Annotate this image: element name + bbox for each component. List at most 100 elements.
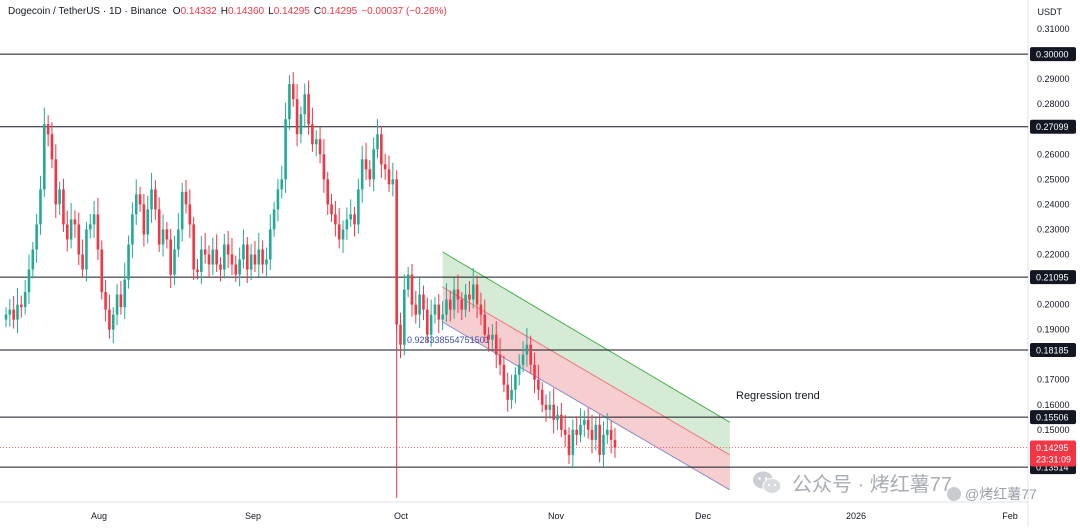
- candle-body[interactable]: [131, 214, 134, 245]
- candle-body[interactable]: [108, 309, 111, 330]
- candle-body[interactable]: [579, 424, 582, 435]
- candle-body[interactable]: [575, 429, 578, 435]
- candle-body[interactable]: [295, 99, 299, 135]
- candle-body[interactable]: [609, 429, 613, 440]
- candle-body[interactable]: [368, 169, 372, 180]
- candle-body[interactable]: [460, 299, 464, 310]
- candle-body[interactable]: [537, 379, 540, 390]
- candle-body[interactable]: [203, 249, 207, 255]
- level-label[interactable]: 0.21095: [1036, 273, 1069, 283]
- candle-body[interactable]: [65, 224, 69, 240]
- candle-body[interactable]: [272, 209, 276, 230]
- candle-body[interactable]: [134, 194, 138, 215]
- candle-body[interactable]: [35, 224, 38, 250]
- candle-body[interactable]: [268, 229, 272, 260]
- candle-body[interactable]: [311, 124, 314, 145]
- candle-body[interactable]: [594, 424, 598, 440]
- candle-body[interactable]: [46, 124, 50, 135]
- candle-body[interactable]: [598, 424, 601, 455]
- candle-body[interactable]: [544, 404, 548, 410]
- candle-body[interactable]: [73, 219, 77, 225]
- candle-body[interactable]: [464, 294, 467, 310]
- current-price-badge[interactable]: [1030, 440, 1076, 467]
- candle-body[interactable]: [517, 364, 521, 375]
- candle-body[interactable]: [410, 274, 414, 305]
- candle-body[interactable]: [54, 159, 58, 205]
- candle-body[interactable]: [85, 229, 88, 270]
- candle-body[interactable]: [380, 134, 383, 165]
- candle-body[interactable]: [441, 314, 444, 320]
- candle-body[interactable]: [452, 289, 456, 310]
- candle-body[interactable]: [556, 414, 559, 420]
- candle-body[interactable]: [341, 229, 345, 240]
- candle-body[interactable]: [284, 119, 287, 180]
- candle-body[interactable]: [230, 254, 234, 265]
- currency-label[interactable]: USDT: [1037, 7, 1063, 17]
- candle-body[interactable]: [303, 94, 307, 115]
- candle-body[interactable]: [479, 304, 483, 315]
- candle-body[interactable]: [399, 324, 402, 345]
- candle-body[interactable]: [525, 344, 529, 355]
- candle-body[interactable]: [433, 304, 437, 315]
- candle-body[interactable]: [207, 254, 211, 265]
- candle-body[interactable]: [249, 254, 253, 270]
- candle-body[interactable]: [39, 189, 42, 225]
- candle-body[interactable]: [81, 254, 84, 270]
- candle-body[interactable]: [100, 249, 104, 293]
- candle-body[interactable]: [448, 299, 452, 310]
- candle-body[interactable]: [540, 389, 544, 405]
- candle-body[interactable]: [173, 249, 176, 275]
- candle-body[interactable]: [165, 229, 169, 240]
- candle-body[interactable]: [188, 204, 192, 225]
- candle-body[interactable]: [88, 224, 92, 230]
- candle-body[interactable]: [31, 249, 35, 270]
- candle-body[interactable]: [491, 334, 494, 340]
- candle-body[interactable]: [357, 189, 360, 225]
- candle-body[interactable]: [349, 214, 352, 220]
- candle-body[interactable]: [567, 434, 571, 455]
- candle-body[interactable]: [429, 314, 433, 335]
- candle-body[interactable]: [376, 134, 379, 150]
- candle-body[interactable]: [422, 294, 425, 310]
- level-label[interactable]: 0.27099: [1036, 122, 1069, 132]
- candle-body[interactable]: [445, 299, 448, 315]
- candle-body[interactable]: [560, 414, 563, 430]
- candle-body[interactable]: [219, 264, 222, 270]
- candle-body[interactable]: [456, 289, 460, 300]
- candle-body[interactable]: [606, 429, 609, 435]
- candle-body[interactable]: [314, 139, 318, 145]
- candle-body[interactable]: [238, 259, 241, 275]
- candle-body[interactable]: [196, 269, 199, 273]
- candle-body[interactable]: [426, 309, 429, 335]
- candle-body[interactable]: [177, 229, 180, 250]
- candle-body[interactable]: [111, 314, 115, 330]
- candle-body[interactable]: [27, 269, 31, 293]
- candle-body[interactable]: [288, 84, 291, 120]
- candle-body[interactable]: [353, 214, 356, 225]
- candle-body[interactable]: [245, 244, 249, 270]
- candle-body[interactable]: [58, 189, 61, 205]
- candle-body[interactable]: [418, 294, 421, 315]
- candle-body[interactable]: [226, 244, 230, 255]
- candle-body[interactable]: [242, 244, 245, 260]
- candle-body[interactable]: [494, 334, 498, 355]
- level-label[interactable]: 0.15506: [1036, 413, 1069, 423]
- candle-body[interactable]: [169, 239, 172, 275]
- candle-body[interactable]: [119, 294, 123, 308]
- candle-body[interactable]: [403, 289, 406, 345]
- candle-body[interactable]: [510, 389, 513, 400]
- candle-body[interactable]: [498, 354, 502, 365]
- candle-body[interactable]: [360, 159, 364, 190]
- candle-body[interactable]: [184, 191, 188, 205]
- candle-body[interactable]: [330, 204, 333, 215]
- candle-body[interactable]: [322, 154, 326, 180]
- candle-body[interactable]: [211, 249, 215, 265]
- candle-body[interactable]: [529, 344, 533, 365]
- candle-body[interactable]: [20, 304, 23, 308]
- candle-body[interactable]: [77, 224, 81, 255]
- candle-body[interactable]: [265, 259, 268, 265]
- candle-body[interactable]: [613, 439, 617, 448]
- level-label[interactable]: 0.13514: [1036, 463, 1069, 473]
- candle-body[interactable]: [533, 364, 536, 380]
- candle-body[interactable]: [257, 249, 261, 265]
